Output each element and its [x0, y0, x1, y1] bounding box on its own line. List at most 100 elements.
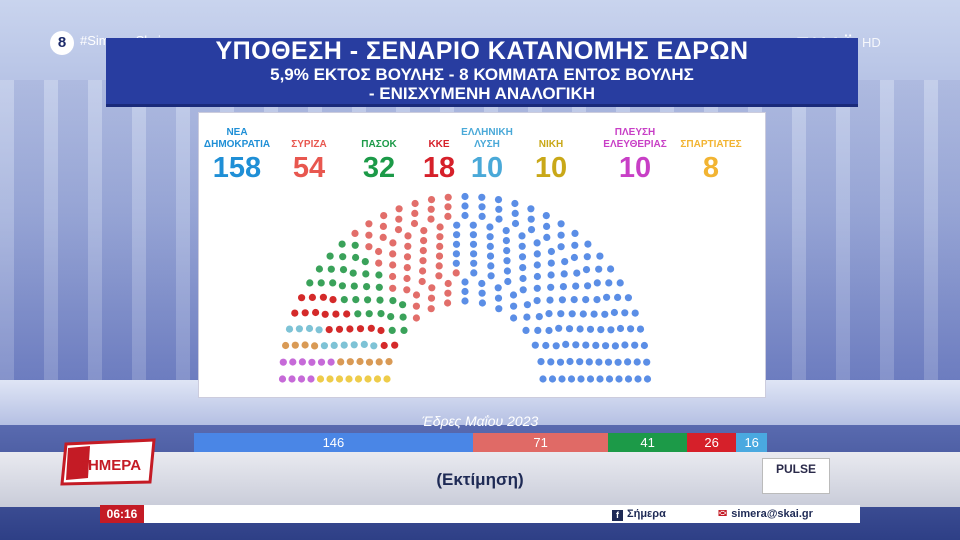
seat-dot [559, 283, 567, 291]
seat-dot [519, 274, 527, 283]
seat-dot [365, 243, 373, 251]
title-line-2: 5,9% ΕΚΤΟΣ ΒΟΥΛΗΣ - 8 ΚΟΜΜΑΤΑ ΕΝΤΟΣ ΒΟΥΛ… [270, 65, 694, 84]
party-seats: 8 [702, 152, 720, 184]
seat-dot [531, 341, 539, 349]
seat-dot [601, 310, 609, 318]
seat-dot [566, 357, 574, 366]
party-name: ΣΠΑΡΤΙΑΤΕΣ [680, 139, 742, 150]
seat-dot [387, 313, 395, 321]
seat-dot [597, 326, 605, 334]
seat-dot [519, 264, 527, 272]
ticker-bar [100, 505, 860, 523]
facebook-icon: f [612, 510, 623, 521]
seat-dot [558, 296, 566, 304]
seat-dot [470, 269, 478, 277]
seat-dot [325, 326, 333, 334]
seat-dot [436, 233, 444, 241]
seat-dot [542, 341, 550, 350]
seat-dot [320, 342, 328, 350]
party-seats: 10 [534, 152, 568, 184]
seat-dot [518, 232, 526, 240]
party-name: ΝΙΚΗ [538, 139, 564, 150]
seat-dot [395, 205, 403, 213]
seat-dot [436, 223, 444, 231]
seat-dot [571, 241, 579, 249]
seat-dot [546, 296, 554, 304]
seat-dot [373, 375, 382, 383]
seat-dot [435, 272, 443, 280]
seat-dot [557, 231, 565, 239]
seat-dot [360, 340, 368, 348]
seat-dot [624, 375, 633, 383]
party-5: ΝΙΚΗ 10 [515, 123, 587, 185]
seat-dot [332, 310, 340, 318]
seat-dot [604, 358, 613, 366]
seat-dot [375, 271, 383, 279]
seat-dot [547, 259, 555, 267]
seat-dot [643, 358, 651, 366]
seat-dot [615, 375, 623, 383]
seat-dot [542, 212, 550, 220]
seat-dot [317, 358, 326, 366]
seat-dot [511, 199, 519, 208]
seat-dot [583, 253, 591, 261]
seat-dot [403, 286, 411, 294]
seat-dot [469, 240, 478, 248]
seat-dot [339, 253, 347, 261]
seat-dot [364, 375, 372, 383]
seat-dot [356, 325, 365, 333]
seat-dot [340, 341, 348, 349]
seat-dot [444, 193, 452, 201]
party-seats: 158 [212, 152, 262, 184]
seat-dot [627, 325, 635, 333]
seat-dot [298, 294, 306, 302]
party-name: ΝΕΑ ΔΗΜΟΚΡΑΤΙΑ [203, 127, 271, 150]
seat-dot [522, 326, 530, 334]
seat-dot [346, 325, 354, 333]
seat-dot [420, 227, 428, 235]
seat-dot [621, 309, 629, 317]
title-line-1: ΥΠΟΘΕΣΗ - ΣΕΝΑΡΙΟ ΚΑΤΑΝΟΜΗΣ ΕΔΡΩΝ [215, 37, 749, 65]
seat-dot [395, 215, 403, 223]
seat-dot [557, 220, 565, 228]
seat-dot [570, 253, 578, 262]
seat-dot [335, 375, 344, 383]
seat-dot [311, 342, 319, 350]
seat-dot [365, 310, 373, 318]
party-name: ΕΛΛΗΝΙΚΗ ΛΥΣΗ [461, 127, 513, 150]
seat-dot [385, 358, 393, 366]
seat-dot [470, 259, 478, 267]
seat-dot [365, 220, 373, 228]
seat-dot [547, 358, 555, 366]
seat-dot [573, 269, 581, 277]
seat-dot [412, 291, 421, 299]
seat-dot [363, 283, 371, 291]
seat-dot [504, 277, 512, 286]
seat-dot [534, 326, 542, 334]
seat-dot [377, 310, 385, 318]
seat-dot [428, 284, 436, 292]
seat-dot [495, 215, 503, 223]
seat-dot [308, 358, 316, 366]
seat-dot [349, 269, 357, 277]
pollster-name: PULSE [775, 462, 816, 476]
mail-icon: ✉ [718, 508, 728, 520]
party-seats: 32 [362, 152, 396, 184]
seat-dot [624, 358, 632, 366]
seat-dot [593, 296, 601, 304]
seat-dot [596, 375, 604, 383]
seat-dot [427, 294, 436, 302]
seat-dot [603, 293, 611, 301]
seat-dot [562, 340, 570, 348]
seat-dot [330, 341, 338, 349]
seat-dot [411, 209, 419, 217]
seat-dot [607, 265, 615, 273]
seat-dot [523, 313, 531, 321]
seat-dot [317, 279, 325, 287]
seat-dot [404, 232, 412, 240]
seat-dot [461, 287, 469, 296]
estimate-label: (Εκτίμηση) [436, 470, 524, 489]
seat-dot [389, 261, 397, 269]
seat-dot [595, 358, 603, 366]
seat-dot [403, 274, 411, 283]
